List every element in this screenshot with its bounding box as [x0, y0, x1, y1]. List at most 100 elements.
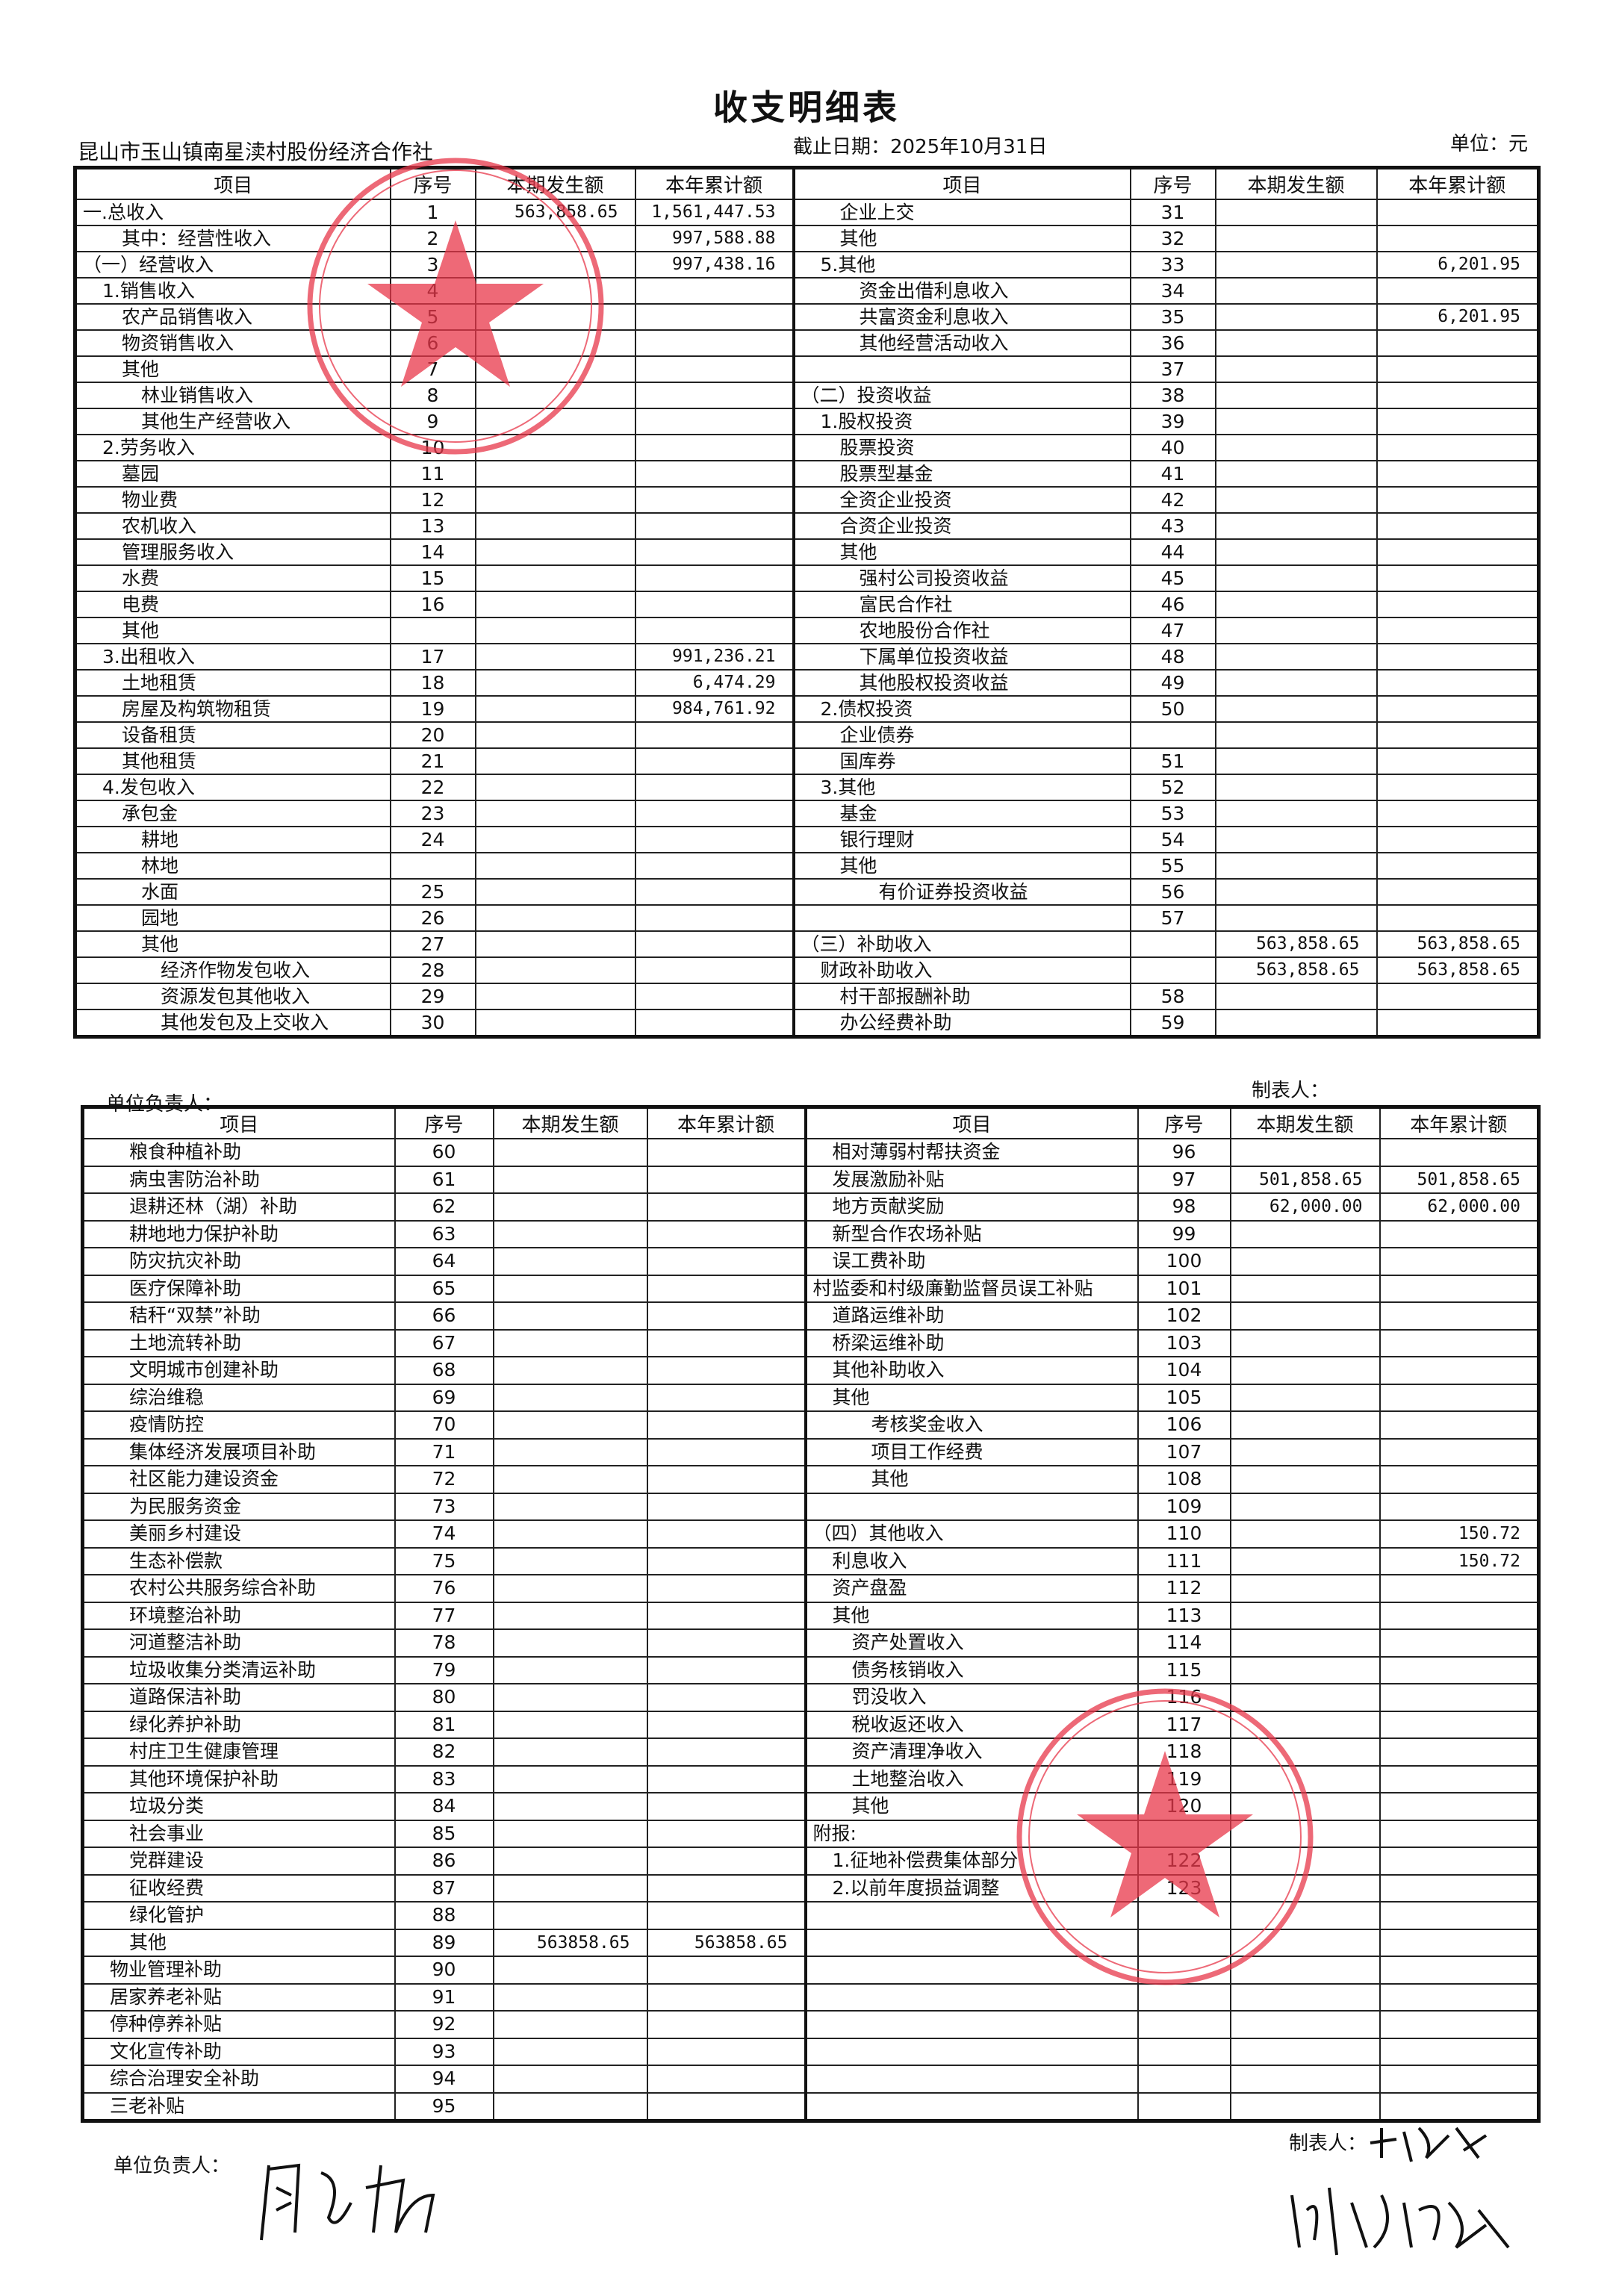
right-seq-cell: 43: [1129, 512, 1216, 540]
right-seq-cell: 110: [1137, 1519, 1231, 1549]
left-item-cell: 土地租赁: [74, 669, 391, 697]
left-ytd-amount-cell: [634, 800, 795, 827]
right-item-cell: 办公经费补助: [792, 1009, 1131, 1038]
right-ytd-amount-cell: [1379, 1356, 1540, 1385]
right-ytd-amount-cell: [1379, 1492, 1540, 1521]
right-seq-cell: 118: [1137, 1737, 1231, 1767]
table-row: 集体经济发展项目补助 71 项目工作经费 107: [81, 1437, 1540, 1466]
left-current-amount-cell: [492, 2010, 648, 2039]
right-current-amount-cell: [1229, 1274, 1381, 1303]
right-ytd-amount-cell: [1376, 564, 1540, 592]
column-header: 本期发生额: [1214, 167, 1378, 200]
right-seq-cell: 35: [1129, 303, 1216, 331]
right-item-cell: [804, 1956, 1139, 1985]
left-current-amount-cell: [474, 538, 636, 566]
table-row: 垃圾收集分类清运补助 79 债务核销收入 115: [81, 1655, 1540, 1684]
right-ytd-amount-cell: [1376, 983, 1540, 1010]
left-seq-cell: 10: [389, 434, 476, 461]
right-seq-cell: 56: [1129, 878, 1216, 906]
left-item-cell: 农产品销售收入: [74, 303, 391, 331]
right-item-cell: 其他: [804, 1383, 1139, 1412]
right-item-cell: 其他经营活动收入: [792, 329, 1131, 357]
left-current-amount-cell: [474, 329, 636, 357]
table-row: 其他发包及上交收入 30 办公经费补助 59: [74, 1009, 1540, 1038]
left-ytd-amount-cell: [634, 721, 795, 749]
right-current-amount-cell: [1214, 591, 1378, 618]
right-item-cell: 资产处置收入: [804, 1628, 1139, 1658]
right-ytd-amount-cell: [1376, 199, 1540, 226]
left-item-cell: 文化宣传补助: [81, 2037, 396, 2066]
right-seq-cell: 119: [1137, 1764, 1231, 1793]
left-current-amount-cell: [474, 721, 636, 749]
right-current-amount-cell: [1214, 1009, 1378, 1038]
left-current-amount-cell: [492, 1792, 648, 1821]
right-item-cell: 共富资金利息收入: [792, 303, 1131, 331]
left-current-amount-cell: [492, 2091, 648, 2122]
left-ytd-amount-cell: [634, 1009, 795, 1038]
table-row: 耕地 24 银行理财 54: [74, 826, 1540, 853]
right-current-amount-cell: [1229, 1465, 1381, 1494]
left-ytd-amount-cell: [646, 1655, 806, 1684]
table-row: 其他 7 37: [74, 355, 1540, 383]
right-item-cell: 税收返还收入: [804, 1710, 1139, 1739]
left-seq-cell: 65: [394, 1274, 494, 1303]
left-ytd-amount-cell: [634, 983, 795, 1010]
right-current-amount-cell: [1214, 747, 1378, 775]
document-title: 收支明细表: [713, 87, 900, 128]
table-row: 水费 15 强村公司投资收益 45: [74, 564, 1540, 592]
left-current-amount-cell: [492, 1710, 648, 1739]
left-ytd-amount-cell: [634, 538, 795, 566]
left-seq-cell: 21: [389, 747, 476, 775]
right-item-cell: 其他: [804, 1465, 1139, 1494]
right-ytd-amount-cell: [1376, 355, 1540, 383]
right-item-cell: 考核奖金收入: [804, 1410, 1139, 1440]
right-current-amount-cell: [1229, 2037, 1381, 2066]
right-seq-cell: [1137, 1956, 1231, 1985]
left-seq-cell: 76: [394, 1574, 494, 1603]
left-seq-cell: 85: [394, 1819, 494, 1848]
right-seq-cell: 101: [1137, 1274, 1231, 1303]
right-ytd-amount-cell: [1376, 800, 1540, 827]
right-item-cell: （四）其他收入: [804, 1519, 1139, 1549]
right-ytd-amount-cell: [1376, 225, 1540, 252]
right-current-amount-cell: [1229, 1956, 1381, 1985]
left-current-amount-cell: [492, 1956, 648, 1985]
header-row: 项目 序号 本期发生额 本年累计额 项目 序号 本期发生额 本年累计额: [74, 167, 1540, 200]
right-current-amount-cell: [1214, 329, 1378, 357]
left-item-cell: 房屋及构筑物租赁: [74, 695, 391, 723]
right-ytd-amount-cell: [1379, 1437, 1540, 1466]
right-item-cell: 附报:: [804, 1819, 1139, 1848]
right-seq-cell: 36: [1129, 329, 1216, 357]
preparer-signature-1: [1370, 2127, 1488, 2162]
table-row: 其中：经营性收入 2 997,588.88 其他 32: [74, 225, 1540, 252]
right-seq-cell: 50: [1129, 695, 1216, 723]
column-header: 项目: [804, 1106, 1139, 1139]
left-current-amount-cell: [474, 460, 636, 488]
right-ytd-amount-cell: [1379, 1819, 1540, 1848]
right-ytd-amount-cell: [1379, 1847, 1540, 1876]
right-seq-cell: [1137, 2010, 1231, 2039]
left-ytd-amount-cell: [646, 2065, 806, 2094]
table-row: 一.总收入 1 563,858.65 1,561,447.53 企业上交 31: [74, 199, 1540, 226]
left-item-cell: 其中：经营性收入: [74, 225, 391, 252]
left-ytd-amount-cell: [646, 1737, 806, 1767]
right-ytd-amount-cell: [1376, 382, 1540, 409]
left-current-amount-cell: [492, 1601, 648, 1630]
left-seq-cell: 12: [389, 486, 476, 514]
table-row: 设备租赁 20 企业债券: [74, 721, 1540, 749]
left-seq-cell: 24: [389, 826, 476, 853]
left-item-cell: 水费: [74, 564, 391, 592]
right-current-amount-cell: [1229, 1219, 1381, 1248]
left-item-cell: 资源发包其他收入: [74, 983, 391, 1010]
table-row: 党群建设 86 1.征地补偿费集体部分 122: [81, 1847, 1540, 1876]
right-ytd-amount-cell: [1379, 1982, 1540, 2012]
left-ytd-amount-cell: [646, 2037, 806, 2066]
right-current-amount-cell: [1229, 1492, 1381, 1521]
right-item-cell: [804, 2065, 1139, 2094]
right-ytd-amount-cell: [1379, 1873, 1540, 1903]
right-current-amount-cell: [1214, 355, 1378, 383]
right-current-amount-cell: [1214, 277, 1378, 305]
left-seq-cell: 74: [394, 1519, 494, 1549]
right-seq-cell: 34: [1129, 277, 1216, 305]
right-item-cell: 5.其他: [792, 251, 1131, 279]
